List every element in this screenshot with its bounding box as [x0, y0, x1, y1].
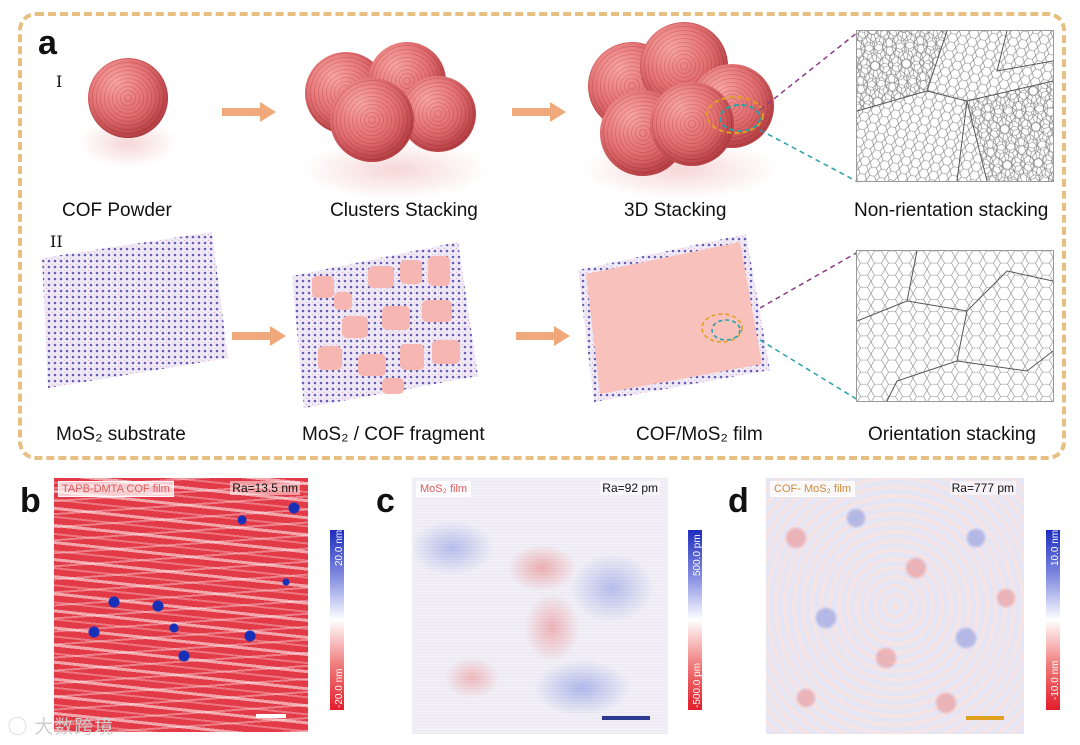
arrow-right-icon [512, 102, 566, 122]
caption-clusters-stacking: Clusters Stacking [330, 200, 478, 221]
watermark: ◯ 大数跨境 [8, 712, 114, 739]
zoom-lines-row2 [760, 251, 859, 401]
colorbar-b-top-label: 20.0 nm [334, 529, 345, 566]
row-2-marker: II [50, 232, 63, 251]
caption-orientation: Orientation stacking [868, 424, 1036, 445]
caption-cof-mos2-film: COF/MoS₂ film [636, 424, 763, 445]
caption-3d-stacking: 3D Stacking [624, 200, 727, 221]
caption-mos2-substrate: MoS₂ substrate [56, 424, 186, 445]
row-1-marker: I [56, 72, 63, 91]
afm-image-c: MoS₂ film Ra=92 pm [412, 478, 668, 734]
colorbar-d-bottom-label: -10.0 nm [1050, 660, 1061, 700]
colorbar-b-bottom-label: -20.0 nm [334, 668, 345, 708]
watermark-text: 大数跨境 [34, 717, 115, 738]
caption-cof-powder: COF Powder [62, 200, 172, 221]
panel-a-frame [18, 12, 1066, 460]
watermark-logo-icon: ◯ [8, 717, 29, 738]
scale-bar-d [966, 716, 1004, 720]
colorbar-d-top-label: 10.0 nm [1050, 529, 1061, 566]
arrow-right-icon [232, 326, 286, 346]
non-orientation-network [856, 30, 1054, 182]
afm-image-b: TAPB-DMTA COF film Ra=13.5 nm [54, 478, 308, 732]
colorbar-d [1046, 530, 1060, 710]
scale-bar-b [256, 714, 286, 718]
scale-bar-c [602, 716, 650, 720]
afm-b-ra: Ra=13.5 nm [230, 481, 300, 495]
caption-mos2-cof-fragment: MoS₂ / COF fragment [302, 424, 485, 445]
mos2-cof-fragment-illustration [292, 242, 478, 408]
caption-non-orientation: Non-rientation stacking [854, 200, 1049, 221]
afm-d-ra: Ra=777 pm [949, 481, 1016, 495]
colorbar-c-top-label: 500.0 pm [692, 534, 703, 576]
afm-d-label: COF- MoS₂ film [770, 481, 855, 497]
afm-image-d: COF- MoS₂ film Ra=777 pm [766, 478, 1024, 734]
panel-b-letter: b [20, 482, 41, 520]
colorbar-b [330, 530, 344, 710]
mos2-substrate-illustration [42, 232, 228, 388]
zoom-lines-row1 [760, 31, 859, 183]
panel-d-letter: d [728, 482, 749, 520]
afm-c-label: MoS₂ film [416, 481, 472, 497]
arrow-right-icon [222, 102, 276, 122]
afm-c-ra: Ra=92 pm [600, 481, 660, 495]
orientation-network [856, 250, 1054, 402]
cof-mos2-film-illustration [578, 234, 770, 402]
colorbar-c [688, 530, 702, 710]
arrow-right-icon [516, 326, 570, 346]
panel-c-letter: c [376, 482, 395, 520]
afm-b-label: TAPB-DMTA COF film [58, 481, 174, 497]
colorbar-c-bottom-label: -500.0 pm [692, 662, 703, 708]
panel-a-letter: a [38, 24, 57, 62]
